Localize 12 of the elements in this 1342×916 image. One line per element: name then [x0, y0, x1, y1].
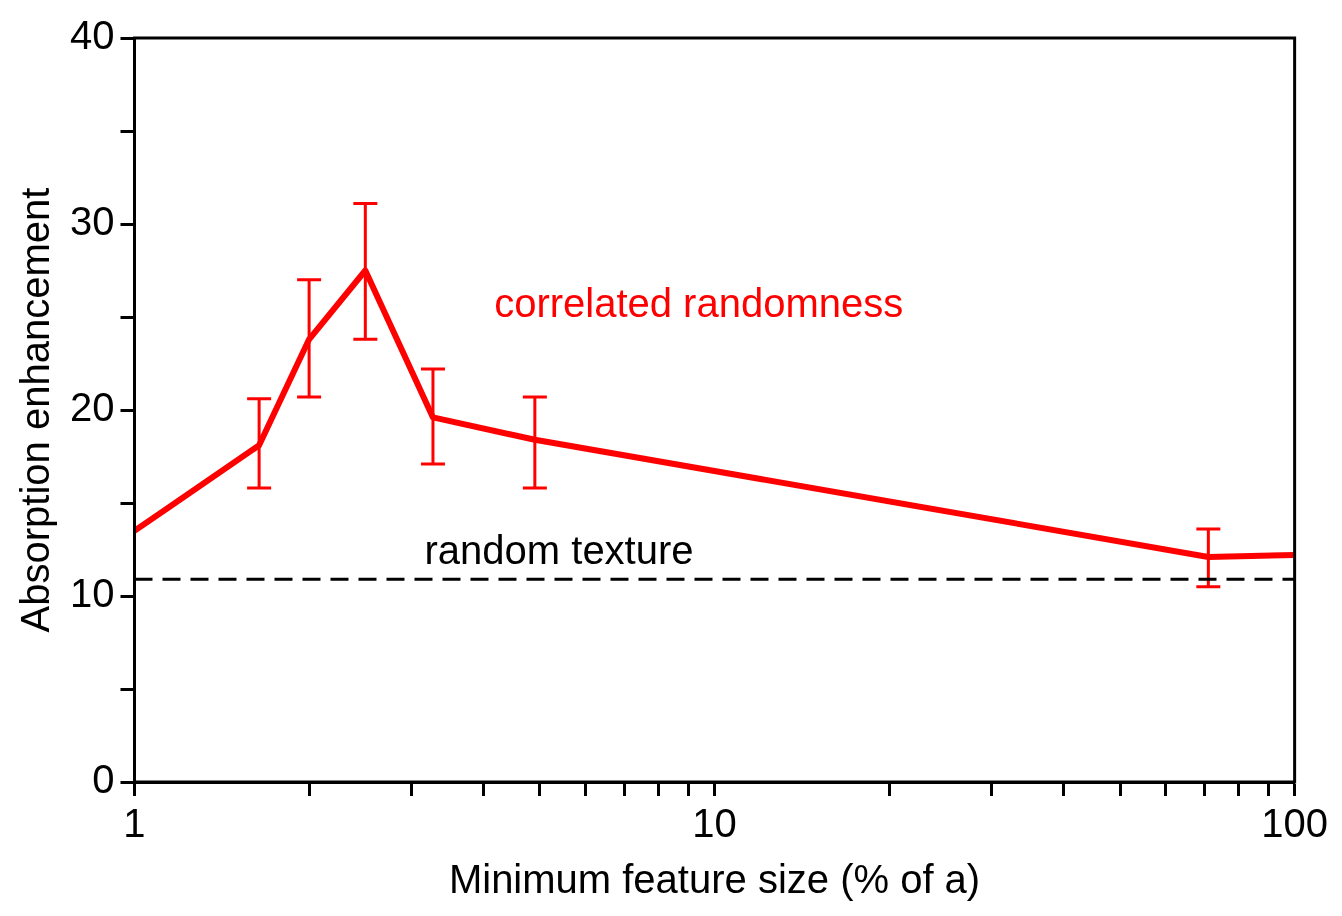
x-tick-label: 100 — [1261, 801, 1329, 846]
x-tick-label: 1 — [123, 801, 146, 846]
y-tick-label: 0 — [92, 757, 115, 802]
x-tick-label: 10 — [692, 801, 737, 846]
y-axis-title: Absorption enhancement — [13, 187, 58, 633]
ref-line-label: random texture — [424, 528, 694, 573]
y-tick-label: 20 — [69, 385, 115, 430]
y-tick-label: 30 — [69, 199, 115, 244]
y-tick-label: 10 — [69, 571, 115, 616]
y-tick-label: 40 — [69, 13, 115, 58]
annotation: correlated randomness — [494, 280, 904, 325]
x-axis-title: Minimum feature size (% of a) — [448, 857, 981, 902]
